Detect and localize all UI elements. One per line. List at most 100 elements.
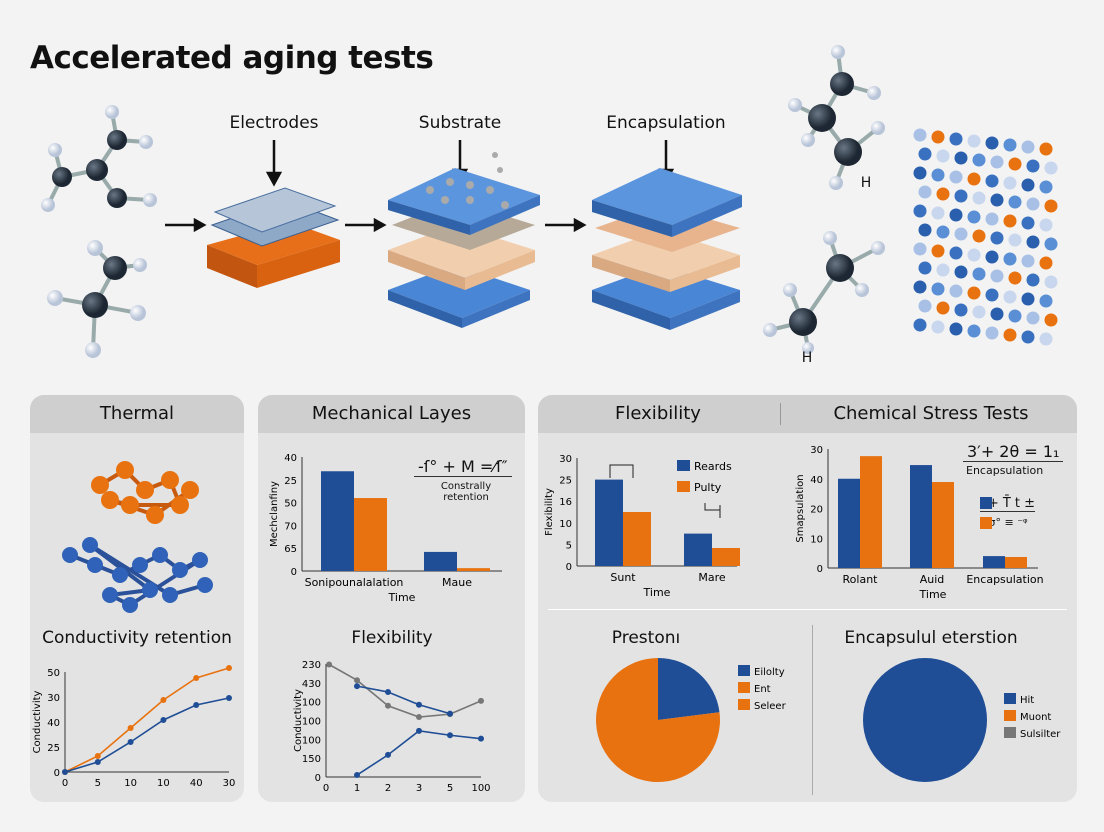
crystal-lattice-illustration (913, 128, 1058, 346)
atom (972, 267, 986, 281)
atom (954, 151, 968, 165)
atom (949, 132, 963, 146)
divider (812, 625, 813, 795)
formula-caption: Constrally retention (440, 481, 492, 503)
formula: -ſ° + M =⁄ſ″ (414, 457, 512, 477)
atom (101, 491, 119, 509)
atom (913, 166, 927, 180)
atom (990, 231, 1004, 245)
atom (913, 318, 927, 332)
atom (1026, 311, 1040, 325)
atom (102, 587, 118, 603)
atom (931, 130, 945, 144)
molecule-icon (41, 105, 157, 212)
atom (949, 246, 963, 260)
atom (954, 189, 968, 203)
atom (146, 506, 164, 524)
divider (780, 403, 781, 425)
atom (82, 537, 98, 553)
atom (1008, 157, 1022, 171)
formula-caption: Encapsulation (966, 464, 1044, 477)
panel-title: Flexibility (615, 403, 701, 424)
legend-formula: ł + T̄ t ± (980, 496, 1036, 512)
atom (931, 168, 945, 182)
atom (172, 562, 188, 578)
substrate-stack-illustration (388, 152, 540, 328)
atom (913, 204, 927, 218)
atom (990, 307, 1004, 321)
panel-title: Thermal (30, 395, 244, 433)
atom (1008, 195, 1022, 209)
atom (967, 248, 981, 262)
atom (192, 552, 208, 568)
atom (936, 301, 950, 315)
atom (990, 155, 1004, 169)
atom (1039, 294, 1053, 308)
page-title: Accelerated aging tests (30, 40, 434, 76)
atom (936, 149, 950, 163)
atom (197, 577, 213, 593)
atom (985, 212, 999, 226)
atom (972, 229, 986, 243)
atom (931, 282, 945, 296)
section-title: Flexibility (351, 628, 433, 648)
atom (1026, 159, 1040, 173)
formula: 3′+ 2θ = 1₁ (963, 442, 1064, 462)
atom (152, 547, 168, 563)
atom (918, 147, 932, 161)
atom (967, 324, 981, 338)
atom (181, 481, 199, 499)
panel-mechanical: Mechanical Layes -ſ° + M =⁄ſ″ Constrally… (258, 395, 525, 802)
atom (913, 128, 927, 142)
atom (1026, 235, 1040, 249)
panel-flexibility-chemical: Flexibility Chemical Stress Tests 3′+ 2θ… (538, 395, 1077, 802)
label-encapsulation: Encapsulation (606, 113, 726, 133)
atom (985, 250, 999, 264)
atom (1044, 161, 1058, 175)
atom (972, 153, 986, 167)
atom (931, 244, 945, 258)
atom (1003, 138, 1017, 152)
panel-title: Mechanical Layes (258, 395, 525, 433)
atom (1021, 254, 1035, 268)
atom (936, 187, 950, 201)
atom (161, 471, 179, 489)
atom (1039, 180, 1053, 194)
atom (985, 288, 999, 302)
atom (1008, 233, 1022, 247)
atom-label: H (860, 175, 872, 191)
atom (985, 136, 999, 150)
atom (136, 481, 154, 499)
atom (121, 496, 139, 514)
atom (967, 134, 981, 148)
atom (122, 597, 138, 613)
molecule-icon (788, 45, 885, 190)
atom (931, 206, 945, 220)
atom (1026, 273, 1040, 287)
atom (1044, 199, 1058, 213)
atom (949, 170, 963, 184)
atom (1026, 197, 1040, 211)
label-electrodes: Electrodes (229, 113, 319, 133)
molecule-icon (763, 231, 885, 354)
atom (954, 265, 968, 279)
atom (972, 305, 986, 319)
atom (162, 587, 178, 603)
bond (128, 558, 202, 607)
label-substrate: Substrate (418, 113, 502, 133)
atom (91, 476, 109, 494)
atom (142, 582, 158, 598)
atom (918, 185, 932, 199)
atom (1008, 309, 1022, 323)
atom (967, 210, 981, 224)
panel-title: Chemical Stress Tests (833, 403, 1029, 424)
legend-formula: ʌσ° ≡ ⁻ᵠ (982, 516, 1028, 529)
atom (62, 547, 78, 563)
atom (1003, 252, 1017, 266)
atom (1021, 292, 1035, 306)
atom (1003, 176, 1017, 190)
atom (990, 269, 1004, 283)
atom (1021, 140, 1035, 154)
atom (949, 322, 963, 336)
molecule-icon (47, 240, 147, 358)
